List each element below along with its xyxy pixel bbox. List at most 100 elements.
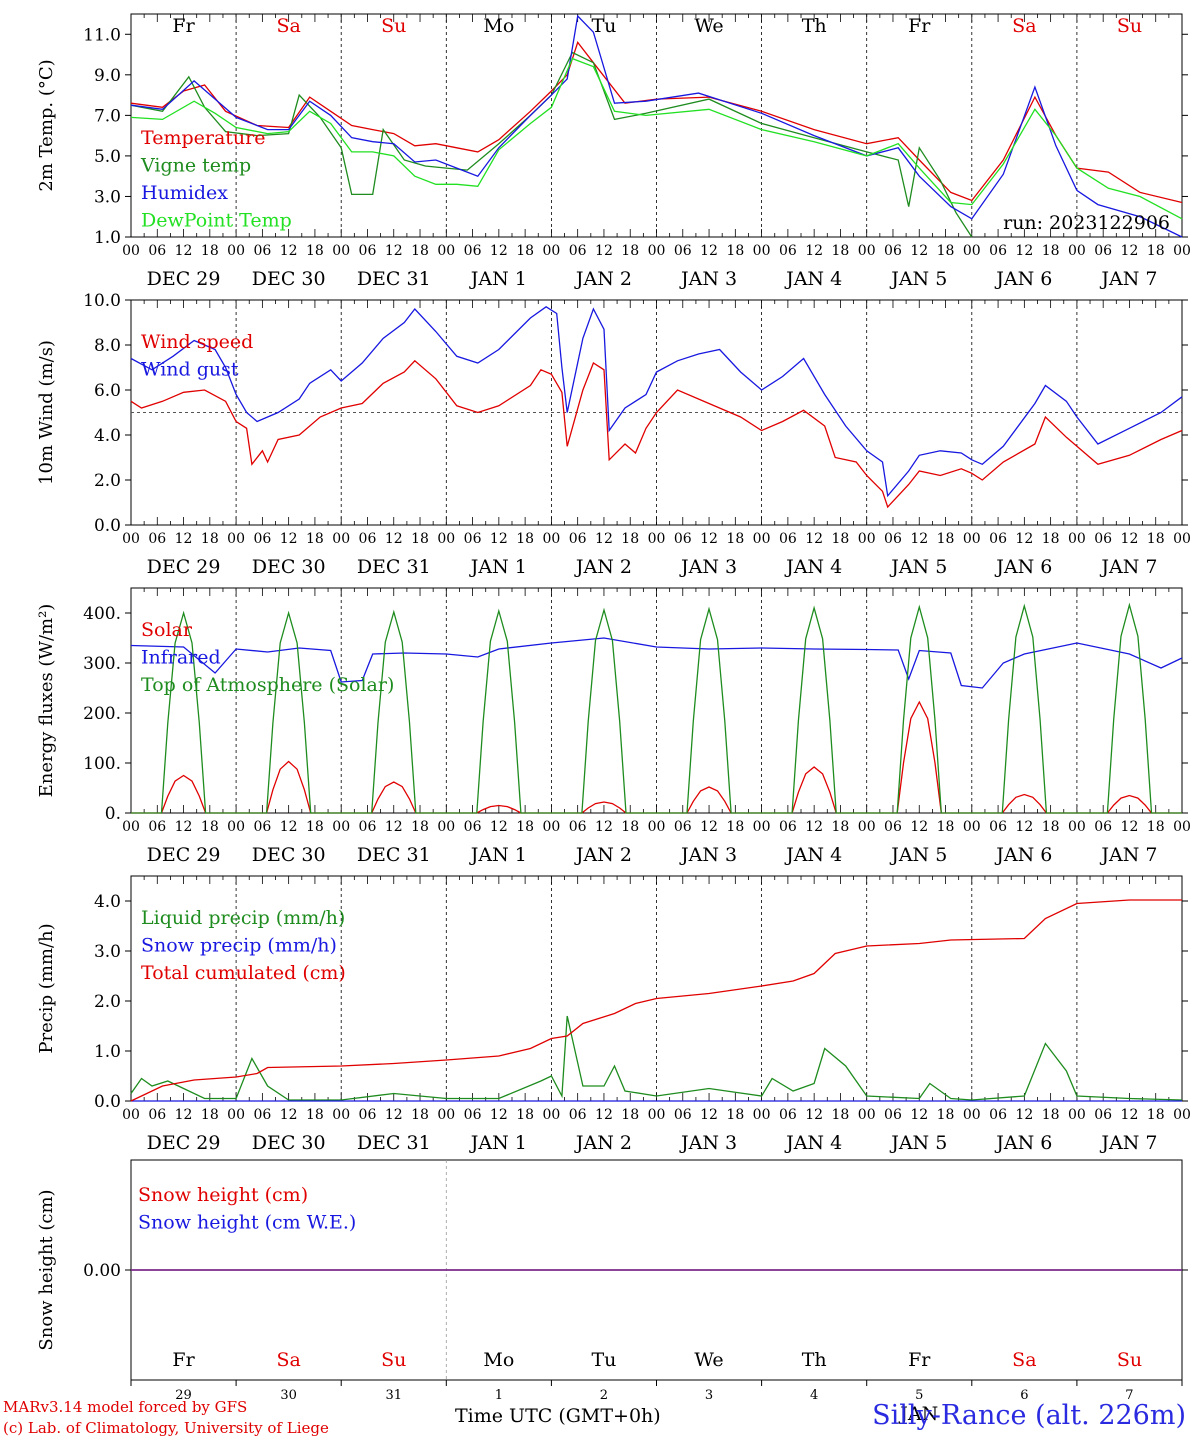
date-label: JAN 6 [994,1132,1052,1154]
day-number-label: 29 [175,1388,192,1403]
hour-label: 12 [910,819,928,835]
hour-label: 06 [884,819,902,835]
date-label: JAN 3 [679,1132,737,1154]
date-label: JAN 1 [469,1132,527,1154]
legend-entry: Liquid precip (mm/h) [141,907,345,929]
legend-entry: Vigne temp [140,155,251,177]
date-label: JAN 5 [889,844,947,866]
hour-label: 06 [359,243,377,259]
hour-label: 18 [1042,819,1060,835]
y-tick-label: 11.0 [83,25,121,45]
hour-label: 00 [437,819,455,835]
hour-label: 06 [464,531,482,547]
date-label: DEC 31 [357,268,431,290]
hour-label: 18 [306,1107,324,1123]
y-tick-label: 8.0 [94,336,121,356]
hour-label: 06 [359,1107,377,1123]
date-label: DEC 29 [147,556,221,578]
hour-label: 00 [753,819,771,835]
hour-label: 00 [963,243,981,259]
y-tick-label: 2.0 [94,471,121,491]
hour-label: 06 [569,531,587,547]
date-label: DEC 29 [147,844,221,866]
hour-label: 12 [805,243,823,259]
hour-label: 06 [569,243,587,259]
legend-entry: Infrared [141,647,221,669]
date-label: DEC 31 [357,556,431,578]
date-label: JAN 2 [574,844,632,866]
hour-label: 00 [437,531,455,547]
hour-label: 12 [490,1107,508,1123]
hour-label: 12 [700,243,718,259]
y-tick-label: 4.0 [94,426,121,446]
legend-entry: Wind speed [141,331,253,353]
day-name-label: Sa [1012,1349,1036,1371]
hour-label: 18 [621,819,639,835]
day-name-label: Tu [591,1349,616,1371]
series-line-total-cumulated-cm- [130,899,1182,1102]
hour-label: 06 [674,819,692,835]
date-label: JAN 3 [679,268,737,290]
hour-label: 18 [832,819,850,835]
hour-label: 12 [385,243,403,259]
hour-label: 06 [464,819,482,835]
y-tick-label: 4.0 [94,892,121,912]
date-label: DEC 30 [252,268,326,290]
hour-label: 18 [937,243,955,259]
date-label: JAN 6 [994,844,1052,866]
hour-label: 06 [148,819,166,835]
hour-label: 06 [569,819,587,835]
date-label: JAN 2 [574,1132,632,1154]
day-number-label: 5 [915,1388,923,1403]
hour-label: 06 [253,531,271,547]
hour-label: 12 [1121,819,1139,835]
hour-label: 18 [832,531,850,547]
hour-label: 18 [1042,1107,1060,1123]
date-label: JAN 1 [469,844,527,866]
chart-panel-4: 0.0 1.0 2.0 3.0 4.0 Precip (mm/h) Liquid preci… [36,875,1191,1154]
hour-label: 00 [122,531,140,547]
hour-label: 06 [779,243,797,259]
hour-label: 00 [648,531,666,547]
hour-label: 06 [884,531,902,547]
hour-label: 06 [989,243,1007,259]
date-label: JAN 5 [889,268,947,290]
hour-label: 12 [910,1107,928,1123]
hour-label: 06 [1094,243,1112,259]
date-label: JAN 4 [784,268,842,290]
hour-label: 06 [884,243,902,259]
hour-label: 18 [726,1107,744,1123]
hour-label: 18 [1042,243,1060,259]
hour-label: 18 [516,1107,534,1123]
series-line-infrared [130,637,1183,689]
hour-label: 00 [1068,819,1086,835]
day-name-label: Fr [172,1349,195,1371]
date-label: JAN 4 [784,844,842,866]
hour-label: 12 [1015,531,1033,547]
hour-label: 18 [516,819,534,835]
hour-label: 06 [1094,1107,1112,1123]
hour-label: 18 [411,819,429,835]
hour-label: 12 [700,531,718,547]
hour-label: 00 [1173,819,1191,835]
hour-label: 00 [1173,243,1191,259]
model-credit: MARv3.14 model forced by GFS [3,1398,248,1416]
hour-label: 12 [280,531,298,547]
legend-entry: Humidex [141,182,228,204]
hour-label: 12 [1121,1107,1139,1123]
date-label: JAN 4 [784,556,842,578]
hour-label: 00 [542,819,560,835]
hour-label: 12 [280,819,298,835]
hour-label: 00 [542,531,560,547]
hour-label: 06 [989,1107,1007,1123]
hour-label: 06 [1094,819,1112,835]
day-name-label: Tu [591,15,616,37]
hour-label: 12 [1015,1107,1033,1123]
hour-label: 06 [1094,531,1112,547]
y-axis-label: Precip (mm/h) [36,923,57,1053]
hour-label: 18 [1147,243,1165,259]
y-tick-label: 2.0 [94,992,121,1012]
y-axis-label: Snow height (cm) [36,1189,57,1350]
hour-label: 18 [832,1107,850,1123]
